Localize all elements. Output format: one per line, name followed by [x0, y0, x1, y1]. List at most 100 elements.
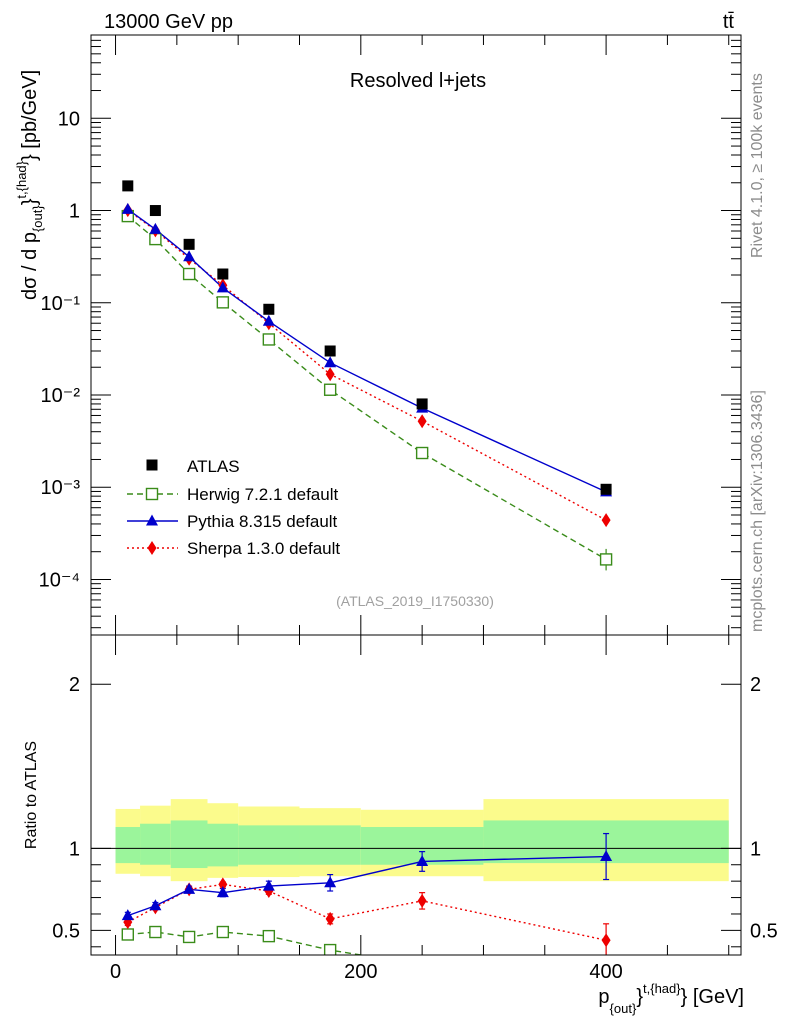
main-plot-marks [121, 180, 613, 571]
ratio-y-tick-label: 2 [69, 674, 80, 696]
ratio-y-tick-label: 0.5 [52, 920, 80, 942]
analysis-watermark: (ATLAS_2019_I1750330) [336, 593, 494, 609]
herwig-point [415, 446, 429, 460]
pythia-ratio-point [416, 854, 429, 866]
pythia-line [127, 208, 607, 493]
pythia-point [324, 356, 337, 368]
pythia-ratio-point [121, 909, 134, 921]
ratio-y-tick-label-right: 1 [750, 838, 761, 860]
ratio-panel: 0.5 0.5 1 1 2 2 0 200 400 Ratio to ATLAS p{out}}… [23, 634, 778, 1016]
herwig-ratio-point [216, 925, 230, 939]
stat-uncertainty-band [170, 820, 208, 869]
pythia-ratio-line [127, 855, 607, 917]
legend-sherpa-label: Sherpa 1.3.0 default [187, 539, 340, 558]
ratio-frame [90, 634, 742, 956]
herwig-ratio-point [182, 930, 196, 944]
pythia-ratio-point [216, 886, 229, 898]
x-tick-label: 200 [344, 961, 377, 983]
main-axis-ticks: 10 1 10⁻¹ 10⁻² 10⁻³ 10⁻⁴ [39, 34, 741, 635]
sherpa-ratio-point [325, 911, 335, 926]
ratio-y-axis-label: Ratio to ATLAS [23, 741, 40, 849]
atlas-data-point [416, 398, 428, 410]
legend-pythia-label: Pythia 8.315 default [187, 512, 338, 531]
herwig-point [323, 383, 337, 396]
main-y-tick-label: 10⁻¹ [41, 293, 81, 315]
rivet-caption: Rivet 4.1.0, ≥ 100k events [749, 73, 766, 258]
legend-sherpa-marker [147, 541, 157, 555]
pythia-ratio-point [183, 882, 196, 894]
sherpa-ratio-point [417, 893, 427, 908]
x-tick-label: 400 [589, 961, 622, 983]
pythia-point [262, 314, 275, 326]
herwig-ratio-point [149, 925, 162, 939]
ratio-plot-marks [121, 832, 613, 970]
main-ylabel-brace-2: } [19, 154, 41, 161]
atlas-data-point [217, 268, 229, 280]
sherpa-point [601, 513, 611, 528]
herwig-ratio-point [323, 943, 337, 955]
pythia-point [149, 222, 162, 234]
atlas-data-point [263, 303, 275, 315]
xlabel-brace-2: } [681, 986, 688, 1008]
herwig-point [182, 267, 196, 281]
atlas-data-point [324, 345, 336, 357]
main-ylabel-brace: } [19, 198, 41, 205]
ratio-y-tick-label-right: 2 [750, 674, 761, 696]
stat-uncertainty-band [238, 825, 300, 865]
ratio-y-tick-label-right: 0.5 [750, 920, 778, 942]
pythia-ratio-point [324, 876, 337, 888]
herwig-ratio-point [417, 959, 428, 970]
main-y-tick-label: 10⁻³ [41, 477, 81, 499]
legend: ATLAS Herwig 7.2.1 default Pythia 8.315 de… [127, 457, 340, 558]
xlabel-sub: {out} [610, 1001, 637, 1016]
stat-uncertainty-band [140, 823, 171, 865]
sherpa-ratio-line [127, 883, 607, 941]
legend-atlas-label: ATLAS [187, 457, 240, 476]
ratio-y-tick-label: 1 [69, 838, 80, 860]
pythia-point [121, 202, 134, 214]
legend-herwig-label: Herwig 7.2.1 default [187, 485, 338, 504]
main-ylabel-sub: {out} [30, 205, 45, 232]
sherpa-point [325, 367, 335, 382]
pythia-ratio-point [262, 879, 275, 891]
main-ylabel-sup: t,{had} [14, 160, 29, 198]
ratio-axis-ticks: 0.5 0.5 1 1 2 2 0 200 400 [52, 635, 778, 983]
main-plot-title: Resolved l+jets [350, 70, 486, 92]
header-energy-label: 13000 GeV pp [104, 11, 233, 33]
main-y-tick-label: 10⁻⁴ [39, 569, 80, 591]
herwig-ratio-point [262, 929, 276, 943]
legend-atlas-marker [146, 459, 158, 471]
x-tick-label: 0 [110, 961, 121, 983]
ratio-uncertainty-bands [91, 799, 741, 882]
pythia-point [183, 250, 196, 262]
sherpa-ratio-point [218, 877, 228, 892]
sherpa-point [417, 414, 427, 429]
pythia-point [216, 281, 229, 293]
header-process-label: tt̄ [723, 11, 735, 33]
mcplots-caption: mcplots.cern.ch [arXiv:1306.3436] [749, 390, 766, 632]
atlas-data-point [149, 205, 161, 217]
herwig-point [599, 553, 613, 566]
main-ylabel-main: dσ / d p [19, 232, 41, 300]
xlabel-unit: [GeV] [687, 986, 744, 1008]
legend-pythia-marker [146, 514, 158, 526]
stat-uncertainty-band [207, 823, 239, 867]
main-panel: 10 1 10⁻¹ 10⁻² 10⁻³ 10⁻⁴ Resolved l+jets (ATL… [14, 34, 742, 636]
herwig-point [216, 296, 230, 309]
atlas-data-point [183, 238, 195, 250]
atlas-data-point [122, 180, 134, 192]
legend-herwig-marker [145, 487, 159, 501]
pythia-ratio-point [600, 850, 613, 862]
xlabel-main: p [598, 986, 609, 1008]
x-axis-label: p{out}}t,{had}} [GeV] [598, 981, 744, 1016]
main-y-axis-label: dσ / d p{out}}t,{had}} [pb/GeV] [14, 70, 45, 300]
stat-uncertainty-band [299, 825, 361, 865]
stat-uncertainty-band [115, 827, 141, 864]
herwig-ratio-point [121, 928, 134, 941]
sherpa-ratio-point [601, 933, 611, 948]
xlabel-sup: t,{had} [643, 981, 681, 996]
atlas-data-point [600, 483, 612, 495]
main-y-tick-label: 1 [69, 201, 80, 223]
xlabel-brace: } [636, 986, 643, 1008]
